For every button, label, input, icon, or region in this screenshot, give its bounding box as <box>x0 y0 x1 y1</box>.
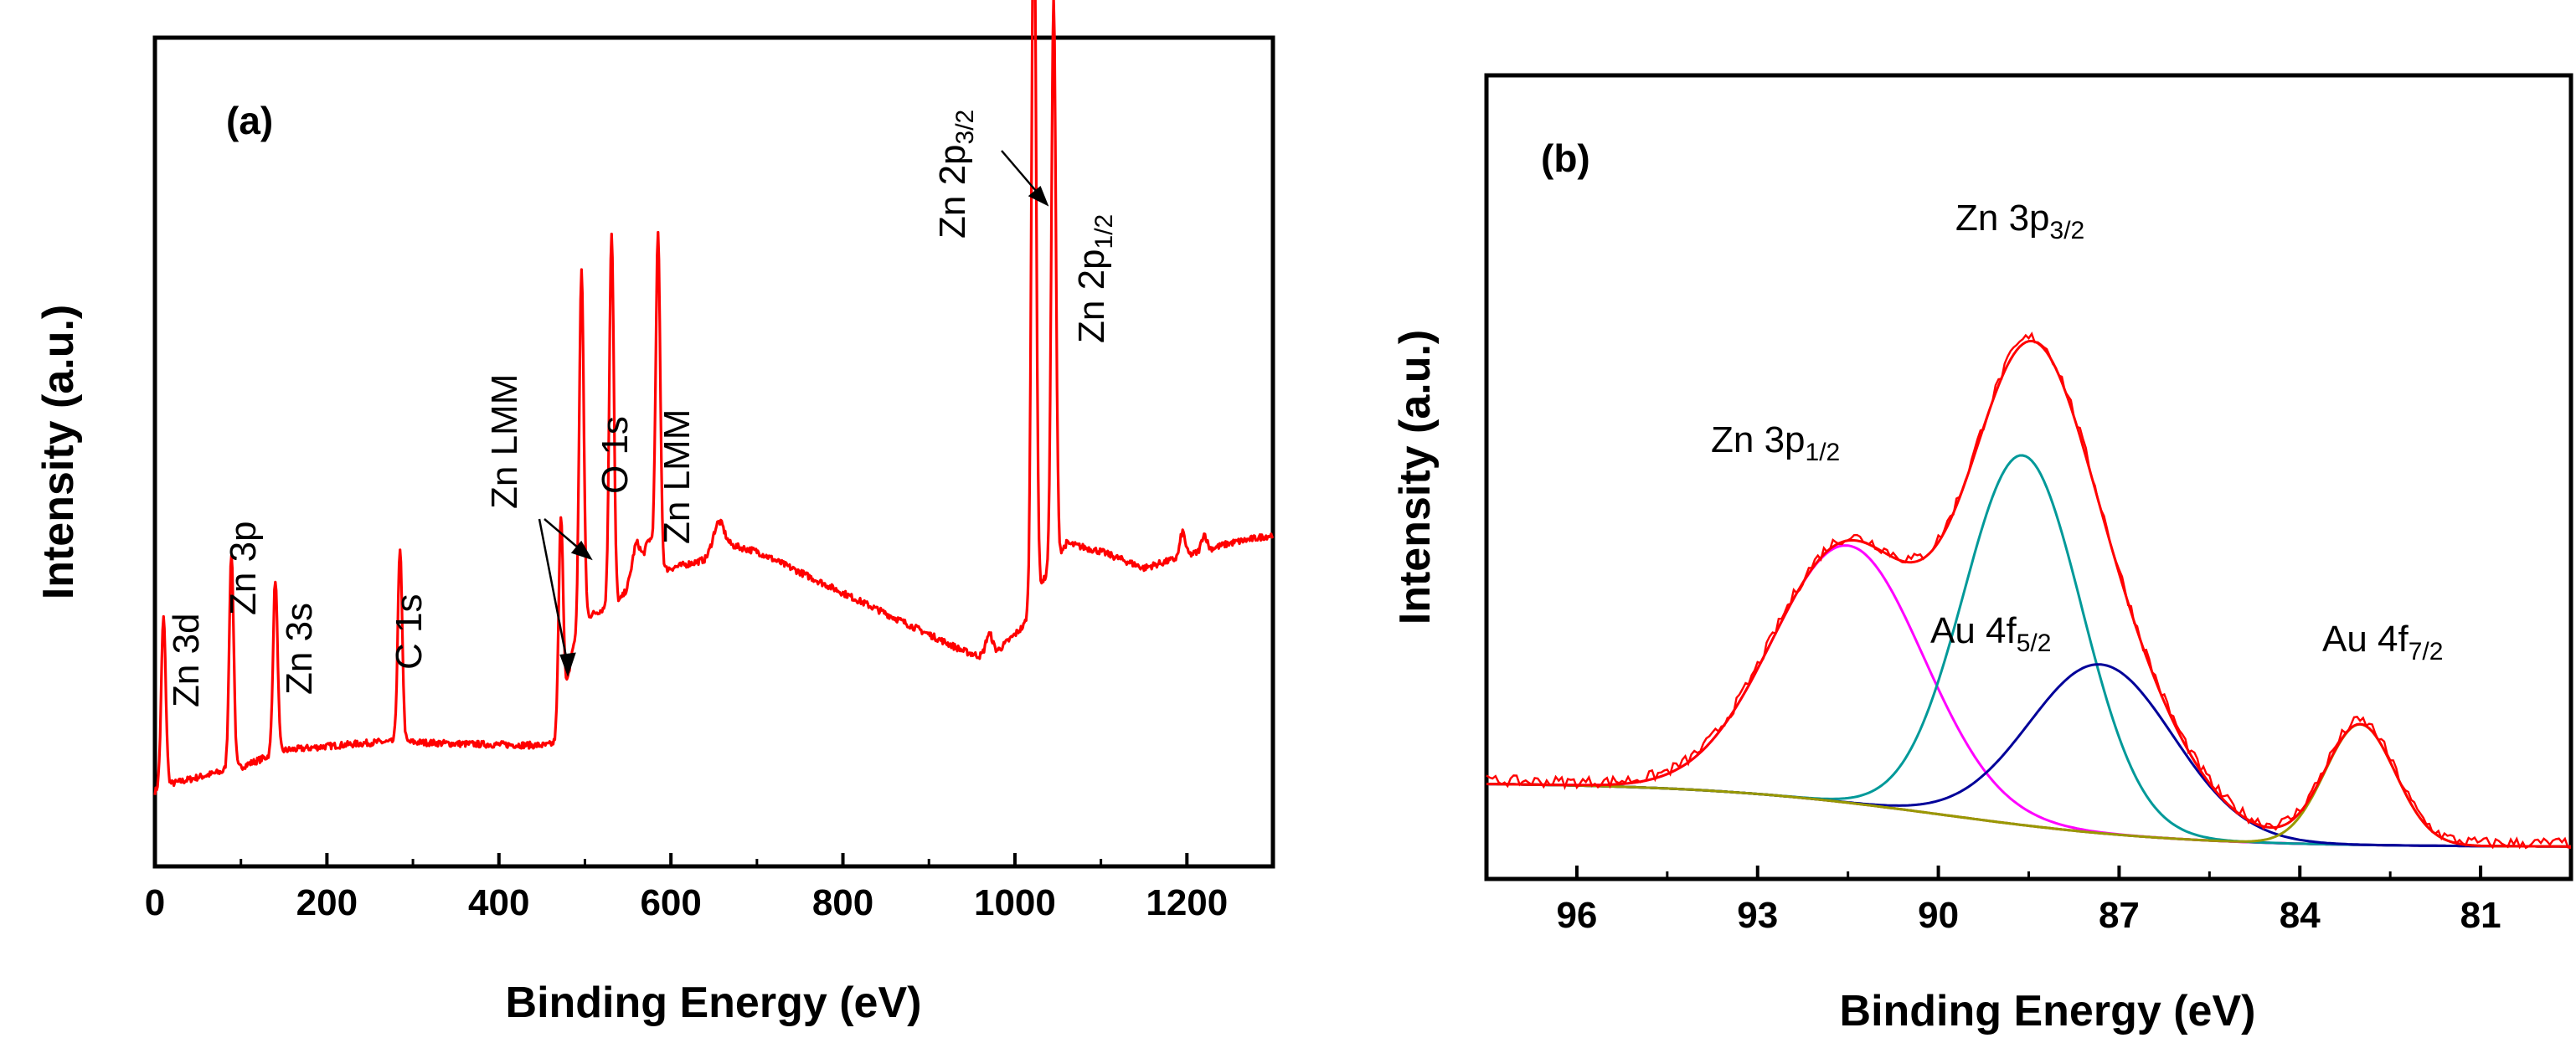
panel-b-x-tick-label: 93 <box>1737 895 1778 936</box>
arrow-zn-lmm-to-472 <box>538 518 569 666</box>
panel-a-x-tick-label: 0 <box>145 882 165 923</box>
panel-b-x-axis-label: Binding Energy (eV) <box>1840 987 2256 1035</box>
panel-a-x-axis-label: Binding Energy (eV) <box>506 979 922 1027</box>
annotation-zn-3p: Zn 3p <box>223 521 264 615</box>
annotation-zn-3d: Zn 3d <box>166 613 207 707</box>
panel-b-x-tick-label: 96 <box>1556 895 1597 936</box>
panel-a-x-tick-label: 600 <box>640 882 701 923</box>
panel-a-x-tick-label: 1200 <box>1146 882 1228 923</box>
panel-b: 96 93 90 87 84 81 (b) Binding Energy (eV) Int… <box>1391 73 2573 1035</box>
panel-b-plot-frame <box>1484 73 2573 881</box>
panel-b-x-ticks: 96 93 90 87 84 81 <box>1556 866 2573 936</box>
panel-a-x-tick-label: 200 <box>296 882 358 923</box>
panel-a-x-ticks: 0 200 400 600 800 1000 1200 <box>145 853 1275 923</box>
annotation-zn-2p32: Zn 2p3/2 <box>932 110 979 239</box>
panel-a-spectrum-line <box>153 0 1275 795</box>
annotation-zn-3p32: Zn 3p3/2 <box>1955 198 2084 244</box>
panel-b-fit-au-4f72 <box>1486 722 2571 848</box>
panel-b-raw-spectrum <box>1486 331 2572 850</box>
annotation-zn-2p12: Zn 2p1/2 <box>1071 214 1118 343</box>
annotation-c-1s: C 1s <box>389 594 430 670</box>
arrowhead-2p32 <box>1028 185 1049 207</box>
panel-a: 0 200 400 600 800 1000 1200 (a) Binding Energy… <box>34 0 1275 1027</box>
panel-b-y-axis-label: Intensity (a.u.) <box>1391 330 1440 624</box>
arrowhead-496 <box>570 540 593 561</box>
panel-a-x-tick-label: 1000 <box>974 882 1056 923</box>
panel-b-x-tick-label: 90 <box>1918 895 1959 936</box>
panel-a-label: (a) <box>226 99 273 142</box>
panel-b-label: (b) <box>1541 136 1590 180</box>
arrow-zn-2p32 <box>1001 150 1042 198</box>
annotation-zn-lmm-2: Zn LMM <box>657 409 698 544</box>
panel-b-x-tick-label: 81 <box>2460 895 2501 936</box>
annotation-o-1s: O 1s <box>595 416 636 494</box>
arrowhead-472 <box>559 652 576 677</box>
annotation-au-4f72: Au 4f7/2 <box>2322 619 2443 665</box>
panel-a-x-tick-label: 800 <box>812 882 873 923</box>
panel-a-plot-frame <box>152 35 1275 869</box>
panel-a-arrows <box>538 150 1049 677</box>
panel-a-x-tick-label: 400 <box>468 882 529 923</box>
annotation-zn-3p12: Zn 3p1/2 <box>1711 419 1840 466</box>
panel-b-x-tick-label: 87 <box>2099 895 2140 936</box>
panel-a-y-axis-label: Intensity (a.u.) <box>34 305 83 599</box>
panel-b-fit-au-4f52 <box>1486 663 2571 848</box>
annotation-au-4f52: Au 4f5/2 <box>1930 610 2051 657</box>
annotation-zn-3s: Zn 3s <box>279 603 320 695</box>
panel-b-x-tick-label: 84 <box>2280 895 2321 936</box>
annotation-zn-lmm-1: Zn LMM <box>484 374 525 509</box>
panel-b-fit-envelope <box>1486 339 2571 848</box>
